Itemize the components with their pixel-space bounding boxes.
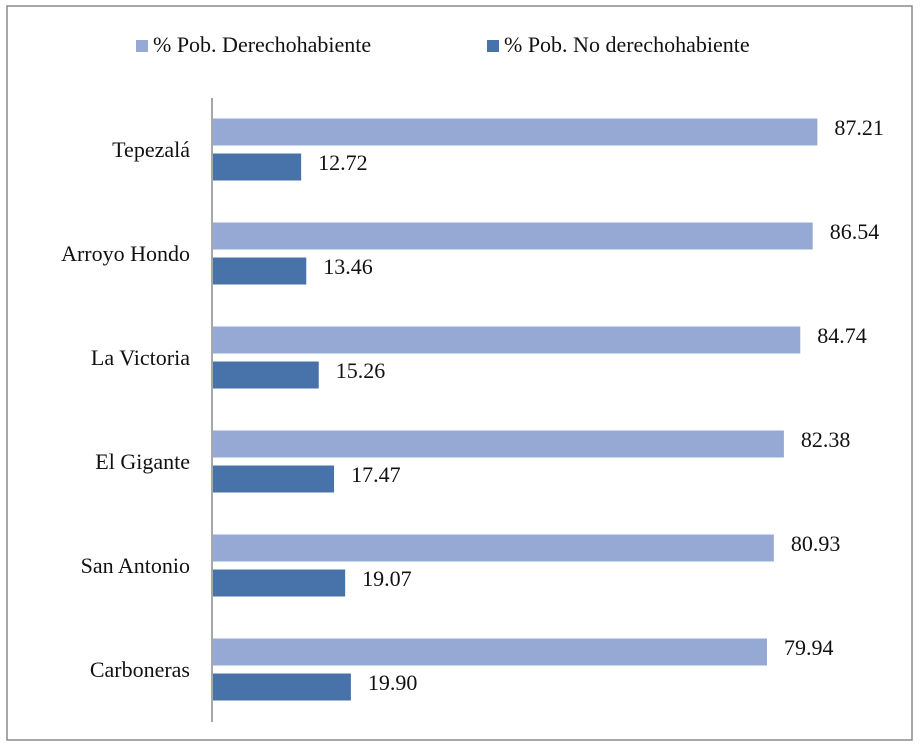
bar [213,118,818,146]
chart-frame [6,5,913,741]
legend-swatch [487,40,499,52]
y-tick-label: El Gigante [95,449,190,474]
data-label: 80.93 [791,531,841,556]
data-label: 82.38 [801,427,851,452]
bar [213,361,319,389]
bar [213,326,801,354]
bar [213,257,307,285]
y-tick-label: San Antonio [81,553,190,578]
bar [213,534,774,562]
legend-swatch [136,40,148,52]
data-label: 15.26 [336,358,386,383]
y-tick-label: La Victoria [91,345,190,370]
data-label: 12.72 [318,150,368,175]
bar [213,430,784,458]
data-label: 13.46 [323,254,373,279]
y-tick-label: Arroyo Hondo [61,241,190,266]
y-tick-label: Tepezalá [112,137,190,162]
y-tick-label: Carboneras [90,657,190,682]
bar [213,222,813,250]
data-label: 79.94 [784,635,834,660]
bar [213,569,346,597]
bar [213,465,335,493]
legend-label: % Pob. Derechohabiente [153,32,371,57]
bar [213,638,767,666]
data-label: 86.54 [830,219,880,244]
data-label: 84.74 [817,323,867,348]
legend-label: % Pob. No derechohabiente [504,32,750,57]
bar [213,153,302,181]
data-label: 19.07 [362,566,412,591]
data-label: 87.21 [834,115,884,140]
bar [213,673,351,701]
data-label: 17.47 [351,462,401,487]
data-label: 19.90 [368,670,418,695]
